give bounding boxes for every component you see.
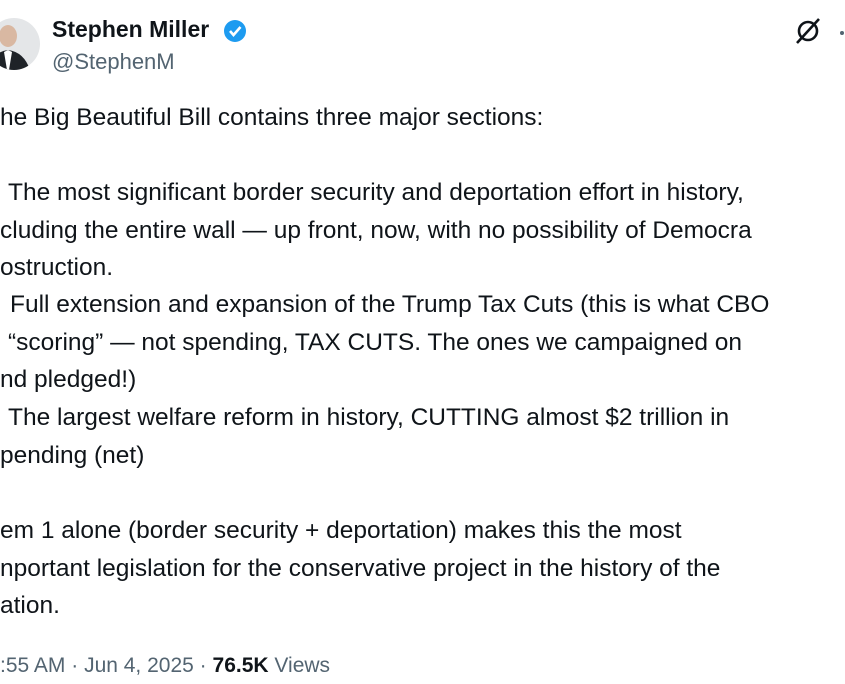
display-name[interactable]: Stephen Miller (52, 16, 210, 42)
text-line: “scoring” — not spending, TAX CUTS. The … (8, 329, 743, 356)
text-line: pending (net) (0, 442, 145, 469)
verified-badge (224, 20, 246, 42)
time[interactable]: :55 AM (0, 654, 66, 677)
text-line: ostruction. (0, 254, 114, 281)
tweet-meta: :55 AM · Jun 4, 2025 · 76.5K Views (0, 654, 330, 678)
date[interactable]: Jun 4, 2025 (84, 654, 194, 677)
text-line: nportant legislation for the conservativ… (0, 555, 721, 582)
grok-icon[interactable] (796, 18, 820, 44)
header-graphics (0, 18, 844, 70)
text-line: cluding the entire wall — up front, now,… (0, 217, 752, 244)
text-line: Full extension and expansion of the Trum… (10, 291, 770, 318)
text-line: The most significant border security and… (8, 179, 744, 206)
handle[interactable]: @StephenM (52, 49, 175, 74)
more-dots[interactable] (840, 31, 844, 35)
separator: · (71, 654, 79, 677)
views-count: 76.5K (212, 654, 269, 677)
text-line: nd pledged!) (0, 366, 137, 393)
text-line: The largest welfare reform in history, C… (8, 404, 730, 431)
views-label: Views (274, 654, 331, 677)
separator: · (199, 654, 207, 677)
text-line: he Big Beautiful Bill contains three maj… (0, 104, 544, 131)
avatar[interactable] (0, 18, 40, 70)
text-line: em 1 alone (border security + deportatio… (0, 517, 682, 544)
text-line: ation. (0, 592, 60, 619)
